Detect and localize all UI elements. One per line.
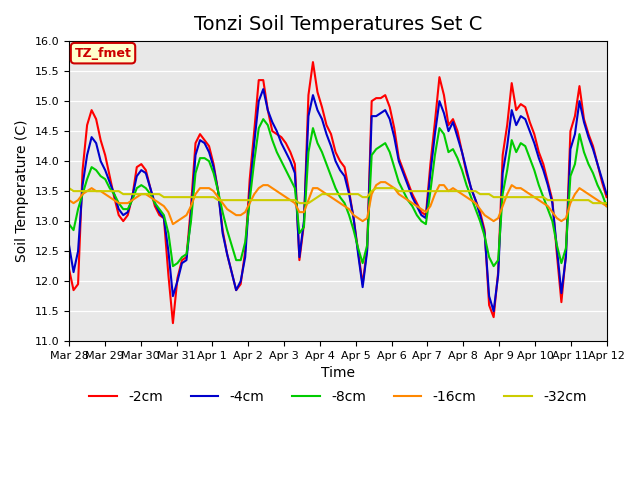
-8cm (594, 182, 602, 188)
-2cm (169, 320, 177, 326)
-32cm (178, 194, 186, 200)
Line: -16cm: -16cm (69, 182, 607, 224)
-8cm (169, 263, 177, 269)
-8cm (445, 149, 452, 155)
-32cm (494, 194, 502, 200)
-8cm (372, 146, 380, 152)
-2cm (214, 188, 222, 194)
-32cm (603, 200, 611, 206)
-4cm (603, 191, 611, 197)
-16cm (182, 212, 190, 218)
Line: -32cm: -32cm (69, 188, 607, 203)
-2cm (309, 59, 317, 65)
-4cm (594, 161, 602, 167)
-16cm (499, 203, 506, 209)
-2cm (372, 95, 380, 101)
-2cm (594, 161, 602, 167)
-8cm (182, 251, 190, 257)
-4cm (259, 86, 267, 92)
Legend: -2cm, -4cm, -8cm, -16cm, -32cm: -2cm, -4cm, -8cm, -16cm, -32cm (84, 384, 592, 409)
X-axis label: Time: Time (321, 366, 355, 381)
-16cm (368, 191, 376, 197)
Line: -2cm: -2cm (69, 62, 607, 323)
-4cm (499, 170, 506, 176)
-4cm (440, 110, 448, 116)
-32cm (368, 188, 376, 194)
-2cm (445, 122, 452, 128)
-2cm (603, 194, 611, 200)
-16cm (603, 203, 611, 209)
-32cm (589, 200, 597, 206)
-32cm (440, 188, 448, 194)
-4cm (65, 242, 73, 248)
Text: TZ_fmet: TZ_fmet (75, 47, 131, 60)
-32cm (65, 185, 73, 191)
-4cm (178, 260, 186, 266)
Line: -4cm: -4cm (69, 89, 607, 311)
-32cm (296, 200, 303, 206)
Title: Tonzi Soil Temperatures Set C: Tonzi Soil Temperatures Set C (194, 15, 482, 34)
-8cm (603, 203, 611, 209)
-16cm (214, 194, 222, 200)
Y-axis label: Soil Temperature (C): Soil Temperature (C) (15, 120, 29, 263)
-8cm (499, 191, 506, 197)
-8cm (65, 221, 73, 227)
-4cm (490, 308, 497, 314)
-4cm (210, 164, 218, 170)
-16cm (169, 221, 177, 227)
-2cm (182, 254, 190, 260)
-8cm (214, 188, 222, 194)
-2cm (499, 152, 506, 158)
-32cm (210, 194, 218, 200)
-8cm (259, 116, 267, 122)
-16cm (594, 197, 602, 203)
-4cm (368, 113, 376, 119)
-2cm (65, 266, 73, 272)
-16cm (445, 188, 452, 194)
-16cm (377, 179, 385, 185)
Line: -8cm: -8cm (69, 119, 607, 266)
-16cm (65, 197, 73, 203)
